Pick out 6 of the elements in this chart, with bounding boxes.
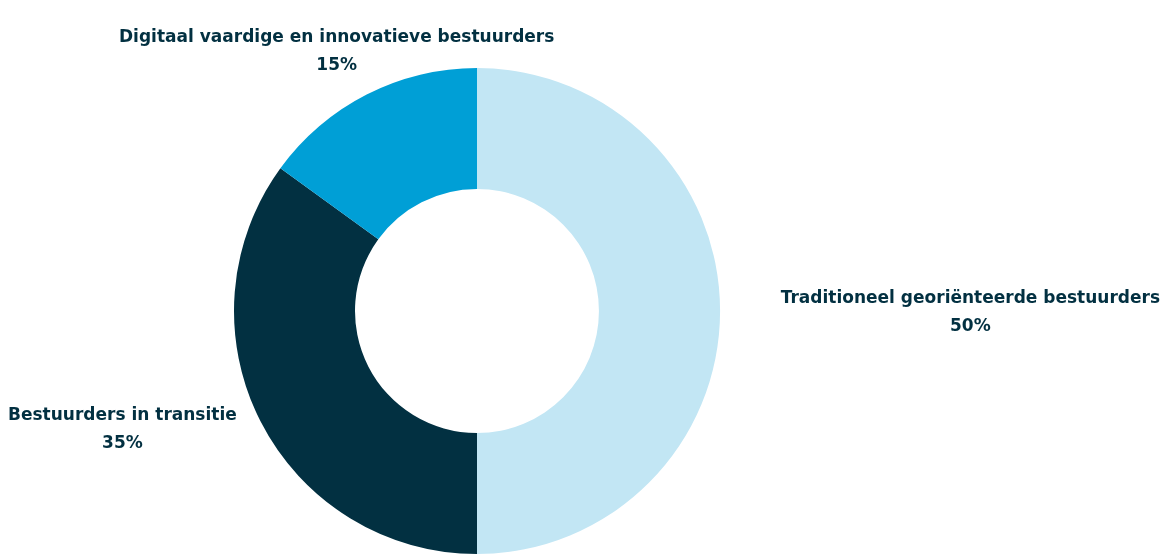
slice-label: Digitaal vaardige en innovatieve bestuurders <box>119 26 555 46</box>
data-label: 15% <box>316 54 358 74</box>
slice-label: Bestuurders in transitie <box>8 404 237 425</box>
data-label: 35% <box>102 432 143 453</box>
slice-label: Traditioneel georiënteerde bestuurders <box>780 287 1160 307</box>
data-label: 50% <box>950 315 991 335</box>
